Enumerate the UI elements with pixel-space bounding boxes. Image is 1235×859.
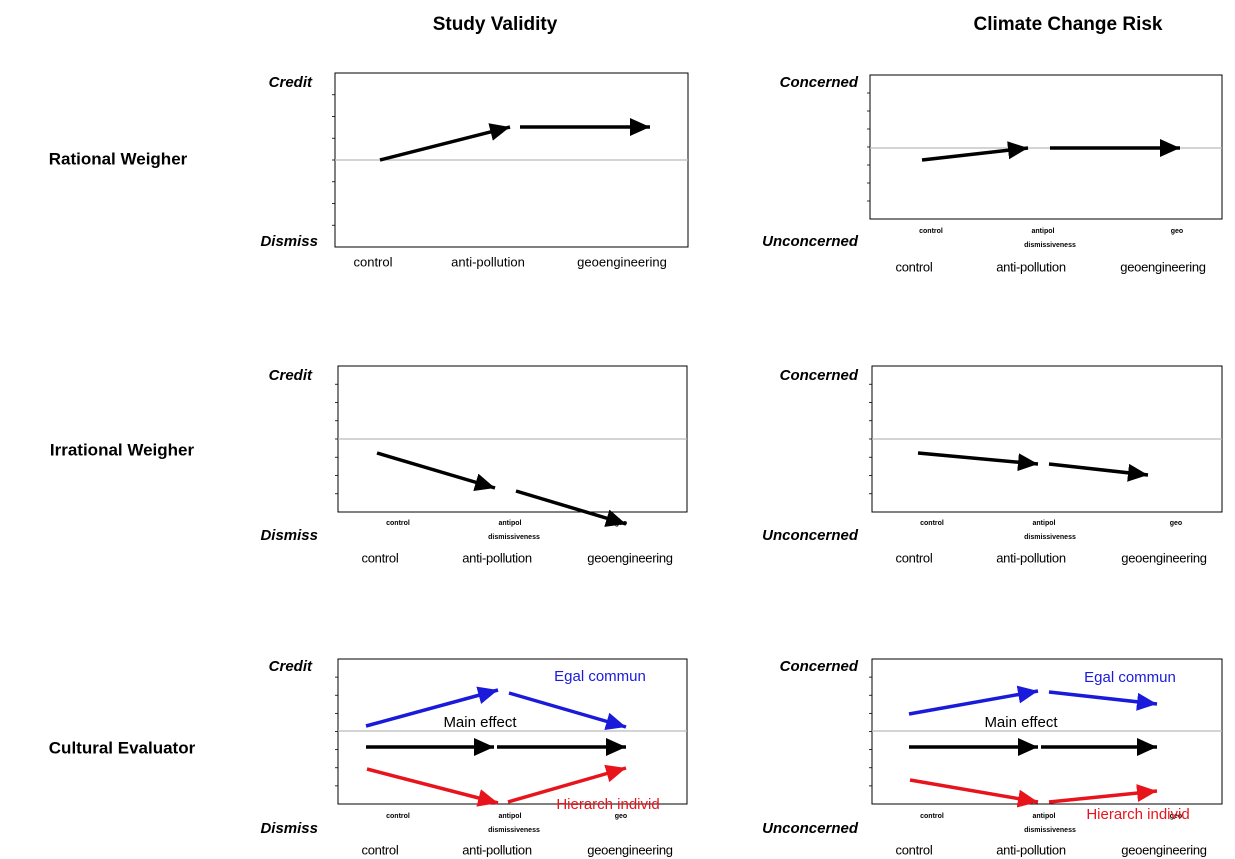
small-label: geo	[1170, 520, 1182, 527]
small-label: antipol	[1033, 520, 1056, 527]
axis-bottom-label: Unconcerned	[762, 820, 859, 837]
axis-top-label: Credit	[269, 74, 313, 91]
arrow	[507, 764, 627, 804]
axis-bottom-label: Dismiss	[260, 233, 318, 250]
x-label: control	[353, 254, 392, 269]
arrow	[908, 685, 1039, 716]
small-label: control	[920, 520, 944, 527]
arrow	[1048, 784, 1158, 804]
axis-top-label: Concerned	[780, 74, 859, 91]
x-label: control	[896, 259, 933, 274]
arrow	[1048, 690, 1158, 711]
small-label: geo	[1170, 813, 1182, 820]
arrow	[917, 451, 1039, 472]
small-label: dismissiveness	[488, 534, 540, 541]
series-label: Hierarch individ	[1086, 806, 1189, 823]
small-label: control	[386, 813, 410, 820]
series-label: Main effect	[443, 714, 517, 731]
x-label: anti-pollution	[996, 550, 1066, 565]
axis-bottom-label: Dismiss	[260, 527, 318, 544]
x-label: anti-pollution	[996, 259, 1066, 274]
arrow	[508, 691, 627, 731]
x-label: anti-pollution	[462, 550, 532, 565]
small-label: dismissiveness	[1024, 242, 1076, 249]
axis-bottom-label: Dismiss	[260, 820, 318, 837]
small-label: dismissiveness	[1024, 534, 1076, 541]
small-label: antipol	[499, 813, 522, 820]
column-title: Climate Change Risk	[974, 14, 1163, 35]
arrow	[909, 778, 1039, 808]
arrow	[515, 489, 627, 527]
small-label: control	[386, 520, 410, 527]
x-label: geoengineering	[1120, 259, 1206, 274]
x-label: geoengineering	[1121, 842, 1207, 857]
small-label: antipol	[499, 520, 522, 527]
axis-top-label: Credit	[269, 367, 313, 384]
x-label: geoengineering	[587, 842, 673, 857]
small-label: geo	[1171, 228, 1183, 235]
series-label: Main effect	[984, 714, 1058, 731]
x-label: anti-pollution	[462, 842, 532, 857]
x-label: geoengineering	[1121, 550, 1207, 565]
x-label: anti-pollution	[996, 842, 1066, 857]
x-label: geoengineering	[577, 254, 667, 269]
x-label: control	[362, 842, 399, 857]
arrow	[1048, 462, 1149, 482]
axis-top-label: Credit	[269, 658, 313, 675]
x-label: geoengineering	[587, 550, 673, 565]
column-title: Study Validity	[433, 14, 558, 35]
axis-top-label: Concerned	[780, 367, 859, 384]
axis-bottom-label: Unconcerned	[762, 527, 859, 544]
axis-bottom-label: Unconcerned	[762, 233, 859, 250]
row-label: Cultural Evaluator	[49, 738, 196, 757]
x-label: control	[896, 550, 933, 565]
series-label: Hierarch individ	[556, 796, 659, 813]
x-label: control	[362, 550, 399, 565]
row-label: Irrational Weigher	[50, 440, 195, 459]
arrow	[365, 686, 499, 728]
small-label: antipol	[1033, 813, 1056, 820]
x-label: control	[896, 842, 933, 857]
arrow	[379, 123, 511, 162]
small-label: dismissiveness	[1024, 827, 1076, 834]
small-label: control	[920, 813, 944, 820]
series-label: Egal commun	[554, 668, 646, 685]
small-label: antipol	[1032, 228, 1055, 235]
axis-top-label: Concerned	[780, 658, 859, 675]
arrow	[376, 451, 496, 491]
series-label: Egal commun	[1084, 669, 1176, 686]
row-label: Rational Weigher	[49, 149, 188, 168]
small-label: dismissiveness	[488, 827, 540, 834]
small-label: geo	[615, 813, 627, 820]
small-label: control	[919, 228, 943, 235]
arrow	[366, 767, 499, 807]
x-label: anti-pollution	[451, 254, 525, 269]
arrow	[921, 141, 1029, 162]
